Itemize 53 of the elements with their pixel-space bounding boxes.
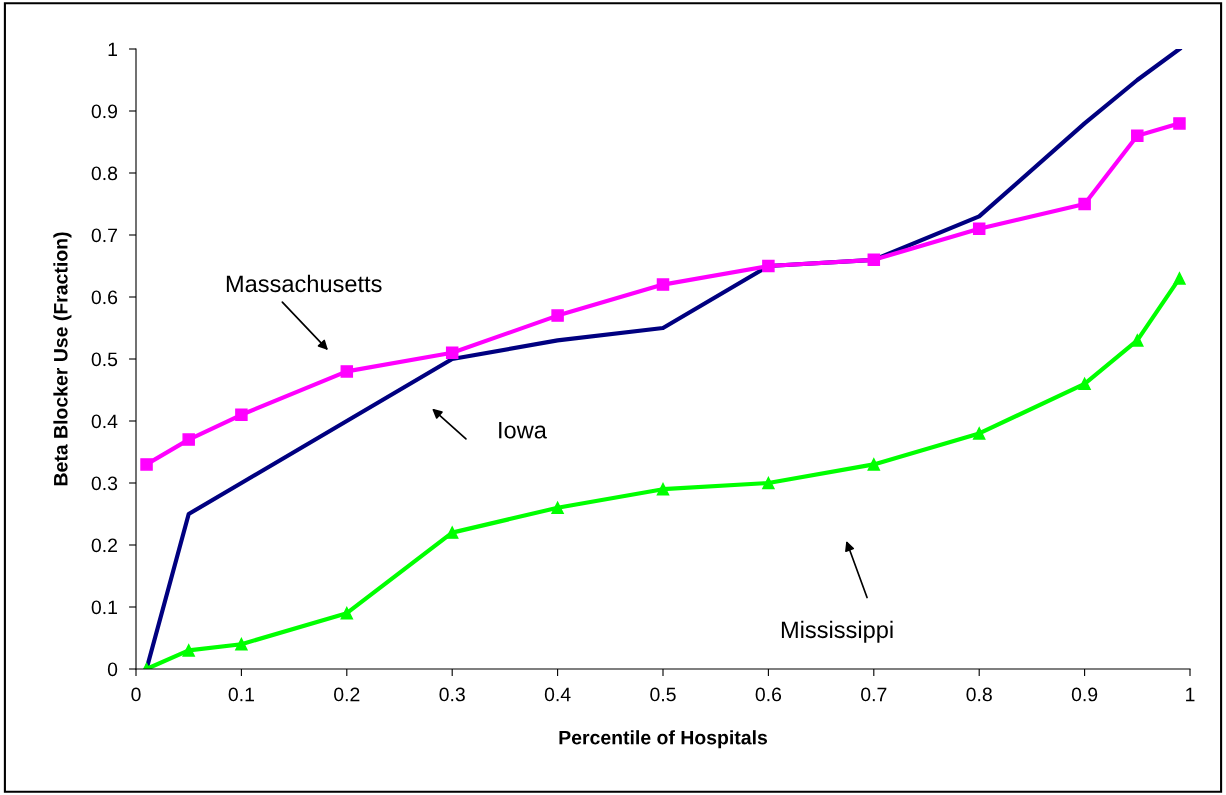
point [867, 458, 881, 471]
y-tick-label: 0.3 [91, 476, 118, 491]
x-tick-label: 0.2 [334, 687, 360, 702]
point [1078, 377, 1091, 391]
y-axis-title: Beta Blocker Use (Fraction) [53, 232, 72, 486]
x-tick-label: 0 [131, 687, 141, 702]
point [551, 309, 564, 322]
point [1131, 129, 1144, 143]
point [1173, 272, 1186, 285]
point [140, 458, 153, 471]
point [182, 433, 195, 446]
point [762, 259, 775, 273]
line-series [144, 49, 1182, 669]
point [235, 637, 248, 651]
point [972, 427, 986, 440]
y-tick-label: 0.5 [91, 352, 118, 367]
point [762, 476, 775, 490]
y-tick-label: 0.2 [91, 538, 117, 553]
x-tick-label: 0.4 [544, 687, 571, 702]
annotation: Iowa [499, 422, 547, 439]
point [182, 644, 195, 657]
point [1131, 334, 1144, 347]
point [551, 501, 564, 515]
y-tick-label: 0.7 [91, 228, 117, 243]
x-tick-label: 0.7 [861, 687, 887, 702]
x-axis-title: Percentile of Hospitals [559, 730, 768, 749]
point [1078, 197, 1091, 211]
annotation: Mississippi [781, 620, 893, 643]
y-tick-label: 1 [108, 42, 117, 57]
y-tick-label: 0.9 [91, 104, 118, 119]
x-tick-label: 0.6 [755, 687, 782, 702]
point [1173, 117, 1186, 130]
x-tick-label: 0.1 [228, 687, 254, 702]
x-tick-label: 0.9 [1071, 687, 1098, 702]
point [445, 526, 459, 539]
y-tick-label: 0 [107, 662, 118, 677]
annotation: Massachusetts [226, 274, 382, 293]
x-tick-label: 1 [1186, 687, 1195, 702]
x-tick-label: 0.5 [650, 687, 676, 702]
point [867, 253, 881, 267]
y-tick-label: 0.8 [91, 166, 118, 181]
point [656, 278, 670, 291]
y-tick-label: 0.1 [91, 600, 117, 615]
point [972, 222, 986, 236]
point [445, 346, 459, 360]
point [656, 482, 670, 496]
x-tick-label: 0.8 [966, 687, 992, 702]
point [235, 408, 248, 422]
y-tick-label: 0.6 [91, 290, 118, 305]
y-tick-label: 0.4 [91, 414, 118, 429]
x-tick-label: 0.3 [439, 687, 465, 702]
point [340, 606, 354, 620]
point [340, 365, 354, 378]
